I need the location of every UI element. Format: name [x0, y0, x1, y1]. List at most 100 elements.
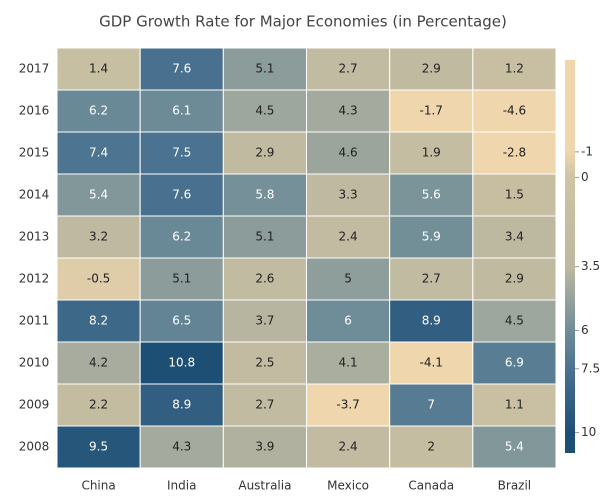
cell-label: -4.6	[503, 104, 526, 118]
cell	[306, 215, 391, 259]
x-tick-label: Canada	[408, 479, 454, 493]
cell	[56, 383, 141, 427]
y-tick-label: 2017	[19, 62, 50, 76]
cell	[56, 341, 141, 385]
cell-label: -4.1	[420, 356, 443, 370]
legend-tick-label: 3.5	[581, 259, 600, 273]
cell	[139, 47, 224, 91]
cell	[56, 173, 141, 217]
cell-label: 1.2	[505, 62, 524, 76]
cell	[472, 383, 557, 427]
cell-label: -2.8	[503, 146, 526, 160]
cell-label: 2.4	[339, 230, 358, 244]
cell-label: 3.9	[255, 440, 274, 454]
cell-label: 2.2	[89, 398, 108, 412]
cell-label: 2.9	[505, 272, 524, 286]
cell-label: 2.5	[255, 356, 274, 370]
cell-label: 8.9	[172, 398, 191, 412]
cell-label: 4.5	[255, 104, 274, 118]
cell-label: 5.8	[255, 188, 274, 202]
cell-label: 8.2	[89, 314, 108, 328]
cell-label: 5.1	[255, 230, 274, 244]
cell-label: 7.4	[89, 146, 108, 160]
cell-label: 7.5	[172, 146, 191, 160]
y-tick-label: 2011	[19, 314, 50, 328]
cell-label: 3.2	[89, 230, 108, 244]
legend-tick-label: 0	[581, 170, 589, 184]
cell	[306, 173, 391, 217]
cell-label: 10.8	[168, 356, 195, 370]
cell-label: 7.6	[172, 188, 191, 202]
legend-tick-label: 6	[581, 323, 589, 337]
cell	[139, 383, 224, 427]
cell	[472, 299, 557, 343]
cell	[472, 215, 557, 259]
cell	[472, 425, 557, 469]
cell	[222, 47, 307, 91]
cell	[139, 173, 224, 217]
cell-label: 4.5	[505, 314, 524, 328]
cell-label: 2.6	[255, 272, 274, 286]
y-tick-label: 2013	[19, 230, 50, 244]
cell	[389, 131, 474, 175]
cell-label: 5.1	[255, 62, 274, 76]
cell	[222, 215, 307, 259]
cell-label: 2.9	[255, 146, 274, 160]
cell-label: -3.7	[336, 398, 359, 412]
x-tick-label: Mexico	[327, 479, 369, 493]
y-tick-label: 2016	[19, 104, 50, 118]
cell	[472, 47, 557, 91]
cell	[222, 425, 307, 469]
cell-label: 4.1	[339, 356, 358, 370]
cell	[222, 299, 307, 343]
cell	[56, 299, 141, 343]
cell-label: 6.5	[172, 314, 191, 328]
legend-tick-label: -1	[581, 144, 593, 158]
x-tick-label: Australia	[238, 479, 291, 493]
cell	[389, 341, 474, 385]
cell	[389, 383, 474, 427]
cell-label: 3.4	[505, 230, 524, 244]
cell-label: 6.9	[505, 356, 524, 370]
y-tick-label: 2012	[19, 272, 50, 286]
cell-label: 1.9	[422, 146, 441, 160]
cell-label: 2.7	[339, 62, 358, 76]
cell-label: -0.5	[87, 272, 110, 286]
cell-label: 1.5	[505, 188, 524, 202]
cell-label: 8.9	[422, 314, 441, 328]
cell-label: 9.5	[89, 440, 108, 454]
cell-label: 5.4	[89, 188, 108, 202]
cell-label: 6.2	[172, 230, 191, 244]
x-tick-label: Brazil	[498, 479, 532, 493]
cell	[222, 173, 307, 217]
cell-label: 2.4	[339, 440, 358, 454]
cell	[472, 257, 557, 301]
cell	[139, 89, 224, 133]
cell	[139, 425, 224, 469]
cell	[389, 215, 474, 259]
cell	[389, 173, 474, 217]
cell	[56, 47, 141, 91]
cell	[222, 341, 307, 385]
x-tick-label: India	[167, 479, 196, 493]
cell-label: 1.4	[89, 62, 108, 76]
cell-label: 3.3	[339, 188, 358, 202]
cell-label: 7.6	[172, 62, 191, 76]
cell-label: 6.2	[89, 104, 108, 118]
cell-label: 5.4	[505, 440, 524, 454]
cell-label: 4.3	[339, 104, 358, 118]
cell	[222, 383, 307, 427]
cell	[56, 257, 141, 301]
cell	[472, 173, 557, 217]
cell	[306, 89, 391, 133]
cell	[139, 131, 224, 175]
cell-label: 7	[427, 398, 435, 412]
cell	[472, 89, 557, 133]
cell-label: 2.7	[255, 398, 274, 412]
cell-label: 4.6	[339, 146, 358, 160]
cell-label: 4.2	[89, 356, 108, 370]
x-tick-label: China	[81, 479, 115, 493]
legend-tick-label: 10	[581, 425, 596, 439]
cell-label: 6	[344, 314, 352, 328]
y-tick-label: 2008	[19, 440, 50, 454]
